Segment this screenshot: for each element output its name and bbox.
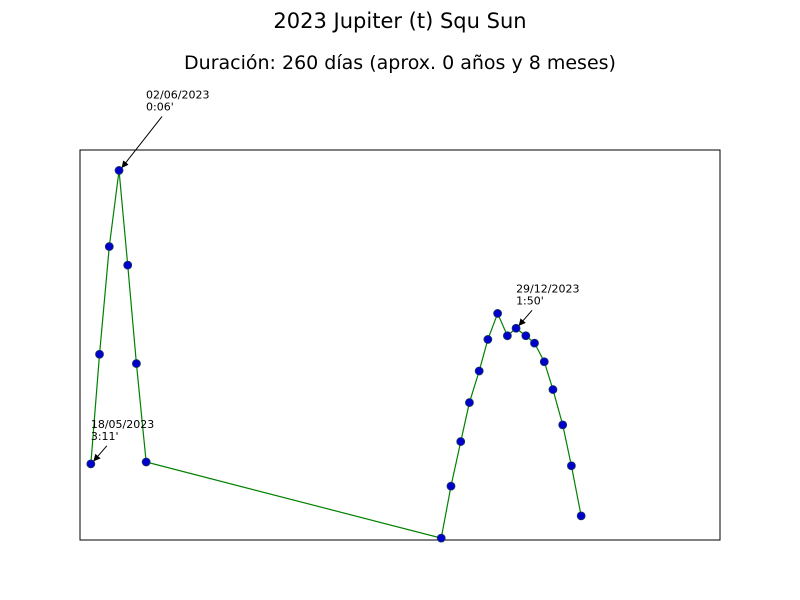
data-point [114, 166, 124, 175]
data-point [465, 398, 474, 407]
data-point [474, 366, 484, 376]
annotation-date: 02/06/2023 [146, 88, 209, 101]
data-point [123, 260, 133, 270]
data-point [483, 335, 493, 344]
data-point [436, 533, 446, 543]
data-point [456, 437, 466, 446]
data-point [548, 385, 558, 394]
annotation-arrow [121, 116, 163, 168]
data-point [502, 331, 512, 341]
data-point [558, 420, 568, 430]
data-point [104, 242, 114, 251]
data-point [511, 323, 521, 333]
annotation-value: 3:11' [91, 430, 119, 443]
data-point [132, 359, 141, 368]
annotation-arrow [93, 445, 108, 462]
data-point [95, 349, 104, 359]
data-point [493, 309, 503, 318]
data-point [86, 459, 96, 469]
annotation-date: 18/05/2023 [91, 418, 154, 431]
data-point [521, 331, 531, 341]
series-layer [86, 166, 586, 543]
annotation-arrow [518, 309, 533, 326]
series-line [90, 170, 582, 539]
plot-frame [79, 149, 721, 541]
data-point [576, 511, 586, 521]
chart-subtitle: Duración: 260 días (aprox. 0 años y 8 me… [184, 52, 616, 74]
data-point [539, 357, 549, 367]
annotation-date: 29/12/2023 [516, 282, 579, 295]
annotation-value: 0:06' [146, 100, 174, 113]
data-point [446, 481, 456, 491]
data-point [566, 461, 576, 471]
annotation-value: 1:50' [516, 294, 544, 307]
chart-title: 2023 Jupiter (t) Squ Sun [273, 9, 526, 33]
data-point [141, 457, 151, 467]
data-point [530, 338, 539, 348]
